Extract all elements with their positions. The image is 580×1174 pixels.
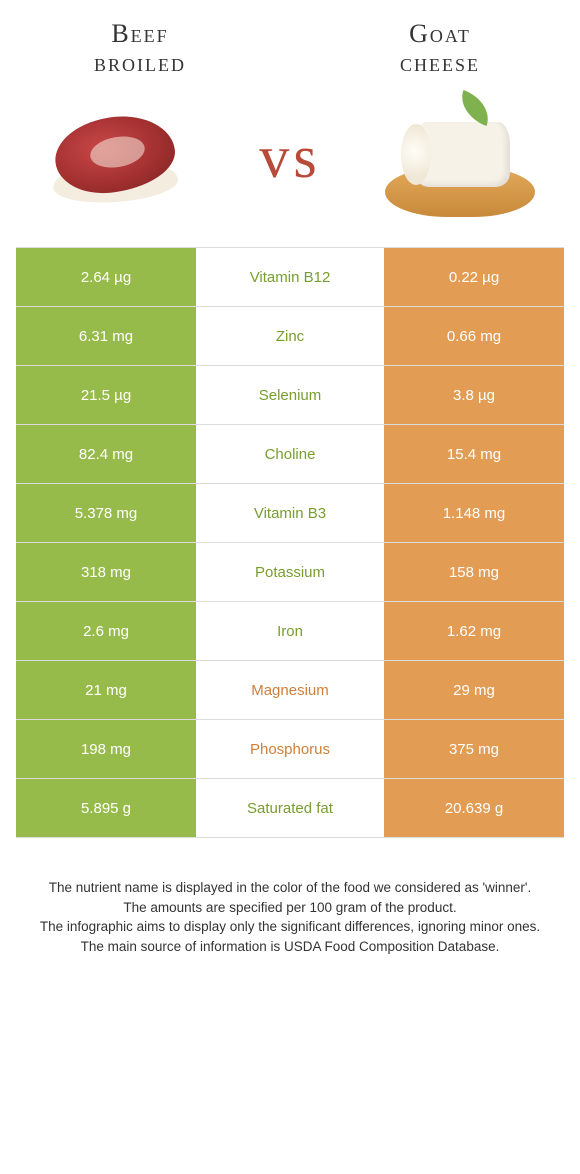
- left-title-line2: broiled: [40, 49, 240, 78]
- right-value: 1.62 mg: [384, 602, 564, 660]
- right-value: 20.639 g: [384, 779, 564, 837]
- images-row: vs: [0, 77, 580, 247]
- nutrient-name: Choline: [196, 425, 384, 483]
- header: Beef broiled Goat cheese: [0, 0, 580, 77]
- left-value: 21 mg: [16, 661, 196, 719]
- table-row: 6.31 mgZinc0.66 mg: [16, 307, 564, 366]
- right-value: 3.8 µg: [384, 366, 564, 424]
- right-food-image: [370, 87, 550, 227]
- left-value: 2.6 mg: [16, 602, 196, 660]
- left-value: 198 mg: [16, 720, 196, 778]
- footer-notes: The nutrient name is displayed in the co…: [0, 838, 580, 956]
- right-title-line1: Goat: [340, 20, 540, 49]
- table-row: 82.4 mgCholine15.4 mg: [16, 425, 564, 484]
- nutrient-table: 2.64 µgVitamin B120.22 µg6.31 mgZinc0.66…: [16, 247, 564, 838]
- footer-line-4: The main source of information is USDA F…: [30, 937, 550, 957]
- left-value: 318 mg: [16, 543, 196, 601]
- right-value: 0.66 mg: [384, 307, 564, 365]
- table-row: 21 mgMagnesium29 mg: [16, 661, 564, 720]
- left-value: 2.64 µg: [16, 248, 196, 306]
- beef-icon: [45, 107, 195, 207]
- left-value: 21.5 µg: [16, 366, 196, 424]
- right-value: 158 mg: [384, 543, 564, 601]
- right-title-line2: cheese: [340, 49, 540, 78]
- nutrient-name: Magnesium: [196, 661, 384, 719]
- left-food-image: [30, 87, 210, 227]
- nutrient-name: Phosphorus: [196, 720, 384, 778]
- table-row: 5.378 mgVitamin B31.148 mg: [16, 484, 564, 543]
- table-row: 318 mgPotassium158 mg: [16, 543, 564, 602]
- table-row: 198 mgPhosphorus375 mg: [16, 720, 564, 779]
- footer-line-2: The amounts are specified per 100 gram o…: [30, 898, 550, 918]
- nutrient-name: Saturated fat: [196, 779, 384, 837]
- table-row: 2.6 mgIron1.62 mg: [16, 602, 564, 661]
- left-food-title: Beef broiled: [40, 20, 240, 77]
- footer-line-3: The infographic aims to display only the…: [30, 917, 550, 937]
- footer-line-1: The nutrient name is displayed in the co…: [30, 878, 550, 898]
- right-value: 0.22 µg: [384, 248, 564, 306]
- nutrient-name: Iron: [196, 602, 384, 660]
- right-value: 375 mg: [384, 720, 564, 778]
- right-value: 15.4 mg: [384, 425, 564, 483]
- nutrient-name: Zinc: [196, 307, 384, 365]
- goat-cheese-icon: [380, 87, 540, 227]
- left-value: 82.4 mg: [16, 425, 196, 483]
- nutrient-name: Potassium: [196, 543, 384, 601]
- nutrient-name: Vitamin B12: [196, 248, 384, 306]
- right-food-title: Goat cheese: [340, 20, 540, 77]
- left-value: 6.31 mg: [16, 307, 196, 365]
- left-value: 5.378 mg: [16, 484, 196, 542]
- right-value: 1.148 mg: [384, 484, 564, 542]
- nutrient-name: Vitamin B3: [196, 484, 384, 542]
- table-row: 2.64 µgVitamin B120.22 µg: [16, 248, 564, 307]
- right-value: 29 mg: [384, 661, 564, 719]
- nutrient-name: Selenium: [196, 366, 384, 424]
- vs-label: vs: [259, 123, 320, 192]
- left-title-line1: Beef: [40, 20, 240, 49]
- left-value: 5.895 g: [16, 779, 196, 837]
- table-row: 5.895 gSaturated fat20.639 g: [16, 779, 564, 838]
- table-row: 21.5 µgSelenium3.8 µg: [16, 366, 564, 425]
